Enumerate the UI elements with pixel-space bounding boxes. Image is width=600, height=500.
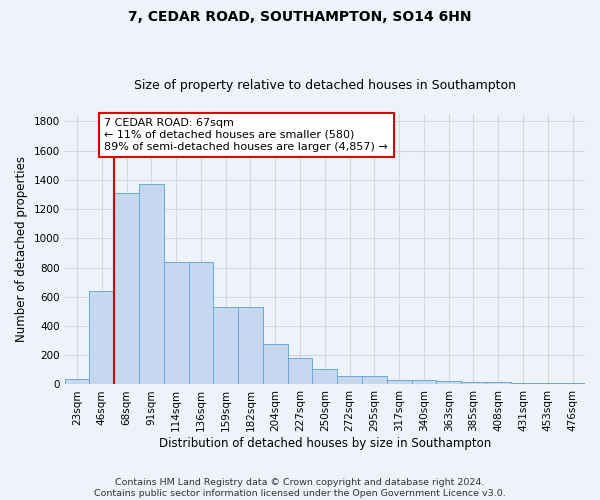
- Bar: [263, 344, 287, 385]
- Bar: [164, 262, 188, 384]
- Text: 7 CEDAR ROAD: 67sqm
← 11% of detached houses are smaller (580)
89% of semi-detac: 7 CEDAR ROAD: 67sqm ← 11% of detached ho…: [104, 118, 388, 152]
- Bar: [412, 380, 436, 384]
- Text: 7, CEDAR ROAD, SOUTHAMPTON, SO14 6HN: 7, CEDAR ROAD, SOUTHAMPTON, SO14 6HN: [128, 10, 472, 24]
- Bar: [387, 380, 412, 384]
- Bar: [511, 383, 535, 384]
- Bar: [139, 184, 164, 384]
- Bar: [89, 291, 114, 384]
- Bar: [188, 262, 214, 384]
- Text: Contains HM Land Registry data © Crown copyright and database right 2024.
Contai: Contains HM Land Registry data © Crown c…: [94, 478, 506, 498]
- Bar: [461, 382, 486, 384]
- Bar: [362, 376, 387, 384]
- Bar: [214, 307, 238, 384]
- Bar: [337, 376, 362, 384]
- Bar: [287, 358, 313, 384]
- Bar: [313, 369, 337, 384]
- Bar: [114, 193, 139, 384]
- Title: Size of property relative to detached houses in Southampton: Size of property relative to detached ho…: [134, 79, 516, 92]
- Bar: [65, 378, 89, 384]
- Bar: [238, 307, 263, 384]
- X-axis label: Distribution of detached houses by size in Southampton: Distribution of detached houses by size …: [159, 437, 491, 450]
- Bar: [436, 381, 461, 384]
- Y-axis label: Number of detached properties: Number of detached properties: [15, 156, 28, 342]
- Bar: [486, 382, 511, 384]
